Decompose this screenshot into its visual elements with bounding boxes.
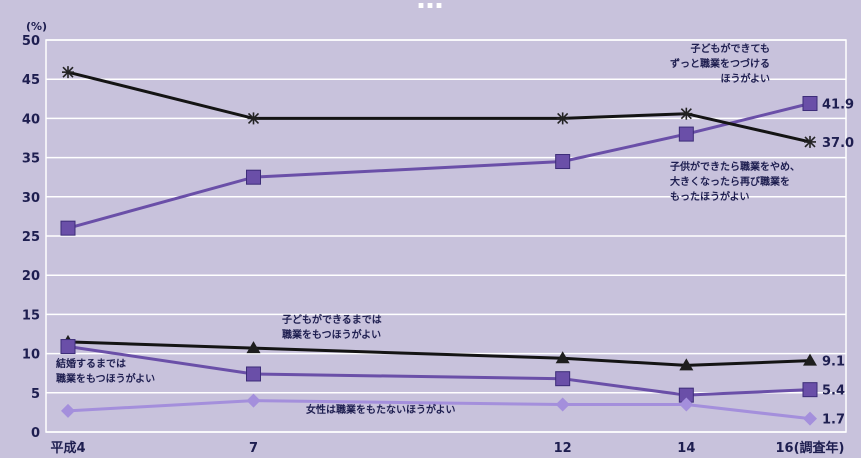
x-tick-label-1: 7 bbox=[249, 441, 258, 456]
series-1-point-3-stroke-3 bbox=[680, 108, 692, 120]
series-2-end-label: 9.1 bbox=[822, 355, 845, 370]
series-2-annotation-line-1: 職業をもつほうがよい bbox=[282, 328, 381, 341]
x-tick-label-3: 14 bbox=[677, 441, 695, 456]
y-tick-label-0: 0 bbox=[31, 426, 40, 441]
series-0-annotation-line-2: ほうがよい bbox=[721, 72, 771, 85]
x-axis-ticks: 平成4 7 12 14 16(調査年) bbox=[50, 440, 844, 456]
series-1-annotation-line-1: 大きくなったら再び職業を bbox=[670, 175, 790, 188]
series-annotations: 41.9 37.0 9.1 5.4 1.7 子どもができてもずっと職業をつづけるほうがよい… bbox=[56, 42, 854, 428]
x-tick-label-0: 平成4 bbox=[50, 440, 85, 456]
chart-title: … bbox=[417, 0, 444, 15]
y-tick-label-10: 10 bbox=[22, 348, 40, 363]
y-axis-ticks: 0 5 10 15 20 25 30 35 40 45 50 bbox=[22, 34, 40, 441]
series-0-point-3 bbox=[678, 126, 694, 142]
y-tick-label-40: 40 bbox=[22, 112, 40, 127]
series-2-point-2 bbox=[555, 351, 570, 364]
series-0-point-2 bbox=[555, 154, 571, 170]
y-tick-label-15: 15 bbox=[22, 308, 40, 323]
series-1-point-1-stroke-3 bbox=[247, 112, 260, 124]
series-2-point-4 bbox=[803, 353, 817, 366]
series-3-annotation-line-0: 結婚するまでは bbox=[56, 357, 126, 370]
y-tick-label-50: 50 bbox=[22, 34, 40, 49]
series-2-annotation-line-0: 子どもができるまでは bbox=[282, 313, 382, 326]
series-0-point-4 bbox=[802, 96, 818, 112]
series-2-point-3 bbox=[679, 358, 694, 371]
series-4-point-3 bbox=[679, 397, 694, 412]
series-4-point-4 bbox=[803, 411, 817, 426]
series-2-point-1 bbox=[246, 341, 261, 354]
series-4-point-1 bbox=[246, 393, 261, 408]
y-tick-label-45: 45 bbox=[22, 73, 40, 88]
series-0-end-label: 41.9 bbox=[822, 98, 854, 113]
series-3-point-0 bbox=[60, 339, 76, 355]
series-1-point-1 bbox=[247, 112, 260, 125]
series-1-point-0 bbox=[62, 66, 74, 79]
x-tick-label-4: 16(調査年) bbox=[776, 440, 845, 456]
series-4-point-2 bbox=[555, 397, 570, 412]
y-tick-label-25: 25 bbox=[22, 230, 40, 245]
series-group bbox=[60, 66, 818, 426]
series-4-end-label: 1.7 bbox=[822, 413, 845, 428]
series-1-end-label: 37.0 bbox=[822, 136, 854, 151]
series-1-point-0-stroke-3 bbox=[62, 66, 74, 78]
series-3-point-4 bbox=[802, 382, 818, 398]
y-tick-label-35: 35 bbox=[22, 152, 40, 167]
series-0-annotation-line-1: ずっと職業をつづける bbox=[670, 57, 770, 70]
series-3-end-label: 5.4 bbox=[822, 384, 845, 399]
series-1-annotation-line-0: 子供ができたら職業をやめ、 bbox=[670, 160, 800, 173]
y-tick-label-30: 30 bbox=[22, 191, 40, 206]
x-tick-label-2: 12 bbox=[554, 441, 572, 456]
series-1-point-4-stroke-3 bbox=[804, 136, 816, 148]
series-0-annotation-line-0: 子どもができても bbox=[691, 42, 771, 55]
y-tick-label-20: 20 bbox=[22, 269, 40, 284]
y-axis-unit: (%) bbox=[26, 20, 47, 33]
y-tick-label-5: 5 bbox=[31, 387, 40, 402]
series-1-point-4 bbox=[804, 135, 816, 148]
series-3-point-2 bbox=[555, 371, 571, 387]
series-1-point-2 bbox=[556, 112, 569, 125]
series-4-point-0 bbox=[61, 403, 75, 418]
series-3-annotation-line-1: 職業をもつほうがよい bbox=[56, 372, 155, 385]
series-1-point-2-stroke-3 bbox=[557, 112, 569, 124]
series-4-annotation-line-0: 女性は職業をもたないほうがよい bbox=[306, 403, 456, 416]
series-1-point-3 bbox=[680, 107, 693, 120]
series-1-annotation-line-2: もったほうがよい bbox=[670, 190, 750, 203]
series-0-point-0 bbox=[60, 220, 76, 236]
series-0-point-1 bbox=[246, 169, 261, 185]
series-3-point-1 bbox=[246, 366, 261, 382]
